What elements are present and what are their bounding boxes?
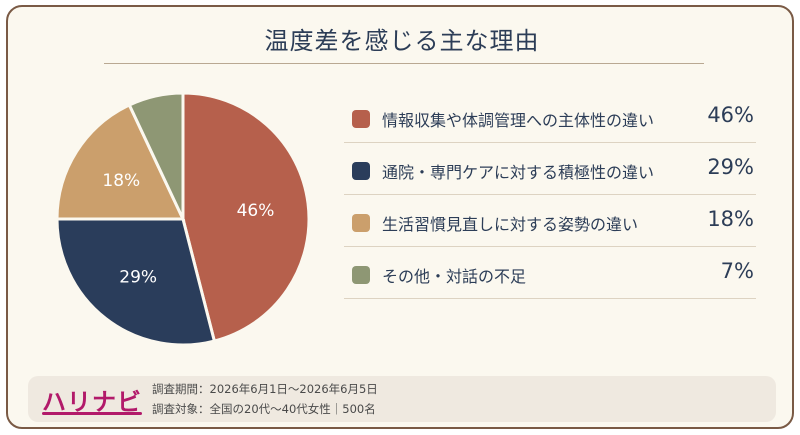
pie-slice-2: [55, 217, 217, 347]
legend-value: 7%: [720, 259, 754, 283]
pie-chart: 46% 29% 18%: [55, 91, 311, 347]
legend-label: 情報収集や体調管理への主体性の違い: [382, 111, 655, 130]
legend-row-2: 通院・専門ケアに対する積極性の違い 29%: [344, 143, 756, 195]
legend-value: 46%: [707, 103, 754, 127]
pie-label-3: 18%: [102, 171, 140, 191]
title-divider: [104, 63, 704, 64]
legend-row-4: その他・対話の不足 7%: [344, 247, 756, 299]
survey-period: 調査期間：2026年6月1日～2026年6月5日: [152, 382, 378, 396]
chart-title: 温度差を感じる主な理由: [264, 27, 540, 55]
legend-swatch: [352, 162, 370, 180]
legend-label: 生活習慣見直しに対する姿勢の違い: [382, 215, 639, 234]
logo-underline: [42, 412, 142, 415]
pie-label-1: 46%: [237, 201, 275, 221]
pie-label-2: 29%: [119, 268, 157, 288]
legend-swatch: [352, 110, 370, 128]
legend-value: 29%: [707, 155, 754, 179]
legend-swatch: [352, 266, 370, 284]
legend-row-3: 生活習慣見直しに対する姿勢の違い 18%: [344, 195, 756, 247]
legend-label: 通院・専門ケアに対する積極性の違い: [382, 163, 655, 182]
legend-row-1: 情報収集や体調管理への主体性の違い 46%: [344, 91, 756, 143]
pie-slice-4: [127, 91, 185, 220]
brand-logo: ハリナビ: [42, 388, 142, 416]
legend-value: 18%: [707, 207, 754, 231]
legend-swatch: [352, 214, 370, 232]
legend: 情報収集や体調管理への主体性の違い 46% 通院・専門ケアに対する積極性の違い 29%…: [344, 91, 756, 299]
survey-target: 調査対象：全国の20代～40代女性｜500名: [152, 402, 376, 416]
pie-slice-1: [181, 91, 311, 343]
infographic-card: 温度差を感じる主な理由 46% 29% 18% 情報収集や体調管理への主体性の違い 4…: [6, 5, 794, 429]
footer: ハリナビ 調査期間：2026年6月1日～2026年6月5日 調査対象：全国の20…: [28, 376, 776, 422]
legend-label: その他・対話の不足: [382, 267, 527, 286]
pie-slice-3: [55, 102, 186, 221]
